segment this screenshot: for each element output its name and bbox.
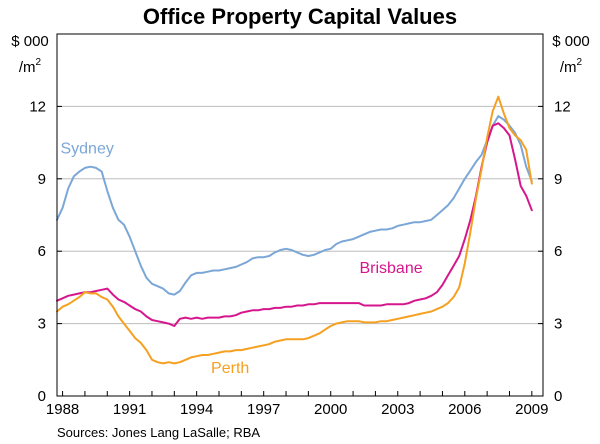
y-axis-right-unit-per: /m bbox=[560, 59, 577, 76]
series-labels: Sydney Brisbane Perth bbox=[60, 140, 422, 377]
y-axis-right-unit-sup: 2 bbox=[577, 57, 583, 68]
x-tick-label: 1997 bbox=[247, 401, 280, 418]
y-axis-left-unit-sup: 2 bbox=[36, 57, 42, 68]
y-axis-right-unit: $ 000 bbox=[552, 33, 590, 50]
x-tick-label: 2000 bbox=[314, 401, 347, 418]
y-tick-label-left: 6 bbox=[38, 243, 46, 260]
y-axis-left-unit-line2: /m2 bbox=[19, 57, 42, 76]
x-tick-label: 1994 bbox=[180, 401, 213, 418]
y-tick-label-right: 9 bbox=[554, 171, 562, 188]
x-tick-label: 1991 bbox=[113, 401, 146, 418]
series-label-perth: Perth bbox=[211, 360, 249, 377]
x-tick-label: 2003 bbox=[381, 401, 414, 418]
source-note: Sources: Jones Lang LaSalle; RBA bbox=[57, 425, 260, 440]
y-tick-label-left: 3 bbox=[38, 316, 46, 333]
tick-labels: 0 0 3 3 6 6 9 9 12 12 1988 1991 1994 1997 2000 2003 2006… bbox=[29, 98, 570, 418]
chart-title: Office Property Capital Values bbox=[143, 4, 457, 29]
y-axis-right-unit-line2: /m2 bbox=[560, 57, 583, 76]
y-tick-label-left: 9 bbox=[38, 171, 46, 188]
series-label-brisbane: Brisbane bbox=[359, 260, 422, 277]
y-tick-label-left: 12 bbox=[29, 98, 46, 115]
y-axis-left-unit: $ 000 bbox=[11, 33, 49, 50]
x-tick-label: 2009 bbox=[515, 401, 548, 418]
series-line-sydney bbox=[56, 115, 533, 296]
x-tick-label: 1988 bbox=[46, 401, 79, 418]
y-tick-label-right: 3 bbox=[554, 316, 562, 333]
y-tick-label-left: 0 bbox=[38, 388, 46, 405]
y-tick-label-right: 12 bbox=[554, 98, 571, 115]
y-tick-label-right: 6 bbox=[554, 243, 562, 260]
y-tick-label-right: 0 bbox=[554, 388, 562, 405]
x-tick-label: 2006 bbox=[448, 401, 481, 418]
gridlines bbox=[57, 105, 543, 325]
series-lines bbox=[56, 95, 533, 365]
series-line-brisbane bbox=[56, 122, 533, 327]
series-line-perth bbox=[56, 95, 533, 365]
y-axis-left-unit-per: /m bbox=[19, 59, 36, 76]
tick-marks bbox=[57, 105, 543, 397]
plot-frame bbox=[56, 33, 544, 397]
series-label-sydney: Sydney bbox=[60, 140, 113, 157]
